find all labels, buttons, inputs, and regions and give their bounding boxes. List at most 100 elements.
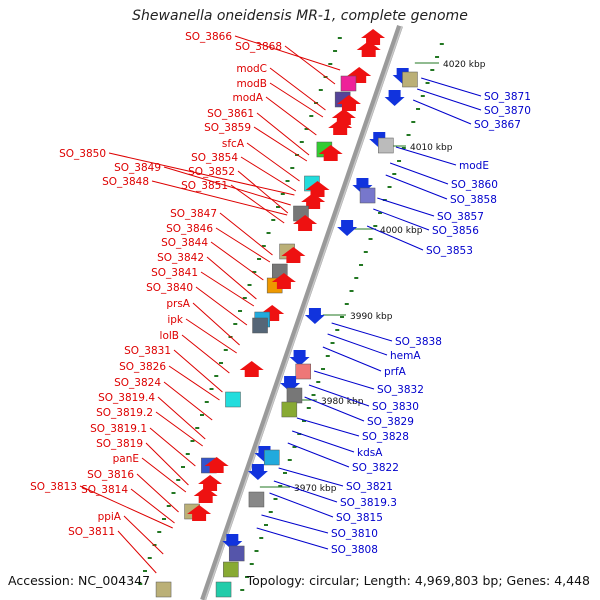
reverse-gene-label: SO_3808	[331, 544, 378, 556]
forward-gene-arrow	[271, 273, 296, 289]
forward-gene-label: SO_3861	[207, 108, 254, 120]
forward-label-leader	[246, 142, 300, 182]
forward-gene-label: SO_3819.4	[98, 392, 155, 404]
reverse-label-leader	[377, 197, 435, 217]
reverse-gene-box	[286, 387, 303, 404]
reverse-gene-arrow	[304, 308, 325, 324]
forward-label-leader	[168, 365, 220, 401]
reverse-gene-box	[228, 545, 245, 562]
forward-gene-box	[340, 75, 357, 92]
reverse-gene-arrow	[337, 220, 358, 236]
forward-gene-label: SO_3851	[181, 180, 228, 192]
reverse-label-leader	[327, 333, 388, 356]
forward-gene-label: SO_3813	[30, 481, 77, 493]
genome-summary-text: Topology: circular; Length: 4,969,803 bp…	[246, 573, 590, 588]
forward-gene-label: SO_3819.2	[96, 407, 153, 419]
forward-label-leader	[265, 96, 317, 136]
forward-gene-label: SO_3814	[81, 484, 128, 496]
reverse-gene-arrow	[289, 350, 310, 366]
forward-label-leader	[155, 411, 203, 447]
forward-gene-label: SO_3859	[204, 122, 251, 134]
forward-label-leader	[123, 515, 164, 555]
reverse-gene-arrow	[384, 90, 405, 106]
forward-gene-label: SO_3868	[235, 41, 282, 53]
reverse-gene-box	[402, 71, 418, 88]
reverse-gene-box	[215, 581, 232, 598]
map-title: Shewanella oneidensis MR-1, complete gen…	[132, 8, 468, 24]
reverse-gene-box	[248, 491, 265, 508]
forward-gene-label: SO_3824	[114, 377, 161, 389]
reverse-gene-label: SO_3821	[346, 481, 393, 493]
reverse-gene-label: SO_3815	[336, 512, 383, 524]
reverse-gene-label: SO_3822	[352, 462, 399, 474]
forward-gene-label: modC	[236, 63, 267, 75]
forward-gene-box	[155, 581, 172, 598]
forward-gene-label: modA	[232, 92, 263, 104]
forward-label-leader	[192, 302, 240, 346]
forward-gene-label: SO_3840	[146, 282, 193, 294]
forward-gene-label: SO_3852	[188, 166, 235, 178]
forward-gene-label: SO_3819.1	[90, 423, 147, 435]
forward-label-leader	[195, 286, 248, 326]
reverse-label-leader	[308, 384, 370, 407]
forward-gene-label: SO_3866	[185, 31, 232, 43]
kbp-marker-label: 3970 kbp	[294, 484, 337, 494]
reverse-label-leader	[421, 77, 482, 97]
forward-label-leader	[163, 166, 291, 206]
forward-gene-label: SO_3816	[87, 469, 134, 481]
forward-gene-label: sfcA	[222, 138, 245, 150]
forward-gene-label: SO_3826	[119, 361, 166, 373]
forward-label-leader	[215, 227, 271, 263]
reverse-gene-label: SO_3870	[484, 105, 531, 117]
kbp-marker-label: 4020 kbp	[443, 60, 486, 70]
forward-gene-label: SO_3850	[59, 148, 106, 160]
forward-gene-label: ppiA	[98, 511, 122, 523]
reverse-label-leader	[292, 430, 355, 453]
reverse-gene-box	[264, 449, 280, 466]
reverse-gene-label: SO_3838	[395, 336, 442, 348]
forward-gene-label: ipk	[167, 314, 184, 326]
accession-text: Accession: NC_004347	[8, 573, 151, 588]
forward-label-leader	[149, 427, 196, 467]
forward-gene-label: modB	[236, 78, 267, 90]
backbone-layer	[200, 25, 403, 600]
kbp-marker-label: 4000 kbp	[380, 226, 423, 236]
forward-gene-arrow	[198, 475, 223, 491]
leader-line-layer	[79, 35, 482, 574]
forward-gene-arrow	[293, 215, 318, 231]
reverse-label-leader	[304, 396, 365, 422]
forward-label-leader	[79, 485, 173, 529]
kbp-marker-label: 3990 kbp	[350, 312, 393, 322]
forward-gene-label: lolB	[160, 330, 179, 342]
reverse-gene-arrow	[222, 534, 243, 550]
forward-gene-arrow	[187, 505, 212, 521]
feature-layer	[155, 29, 418, 598]
reverse-gene-box	[359, 187, 376, 204]
forward-gene-label: SO_3844	[161, 237, 208, 249]
forward-label-leader	[269, 67, 326, 111]
forward-label-leader	[108, 152, 295, 196]
reverse-label-leader	[278, 467, 344, 487]
reverse-label-leader	[273, 480, 338, 503]
forward-gene-arrow	[301, 193, 326, 209]
reverse-gene-label: SO_3871	[484, 91, 531, 103]
forward-gene-label: SO_3819	[96, 438, 143, 450]
forward-gene-arrow	[328, 119, 353, 135]
reverse-label-leader	[261, 514, 329, 534]
forward-gene-label: SO_3848	[102, 176, 149, 188]
forward-gene-box	[252, 317, 268, 334]
reverse-gene-label: prfA	[384, 366, 407, 378]
reverse-gene-label: SO_3810	[331, 528, 378, 540]
forward-label-leader	[219, 212, 273, 256]
forward-label-leader	[240, 156, 297, 192]
forward-gene-arrow	[193, 487, 218, 503]
kbp-marker-label: 3980 kbp	[321, 397, 364, 407]
forward-gene-label: panE	[113, 453, 139, 465]
forward-label-leader	[210, 241, 264, 281]
forward-gene-arrow	[318, 145, 343, 161]
reverse-gene-label: SO_3856	[432, 225, 479, 237]
genome-backbone-highlight	[204, 25, 403, 600]
reverse-gene-box	[295, 363, 311, 380]
forward-label-leader	[206, 256, 257, 300]
forward-gene-arrow	[361, 29, 386, 45]
